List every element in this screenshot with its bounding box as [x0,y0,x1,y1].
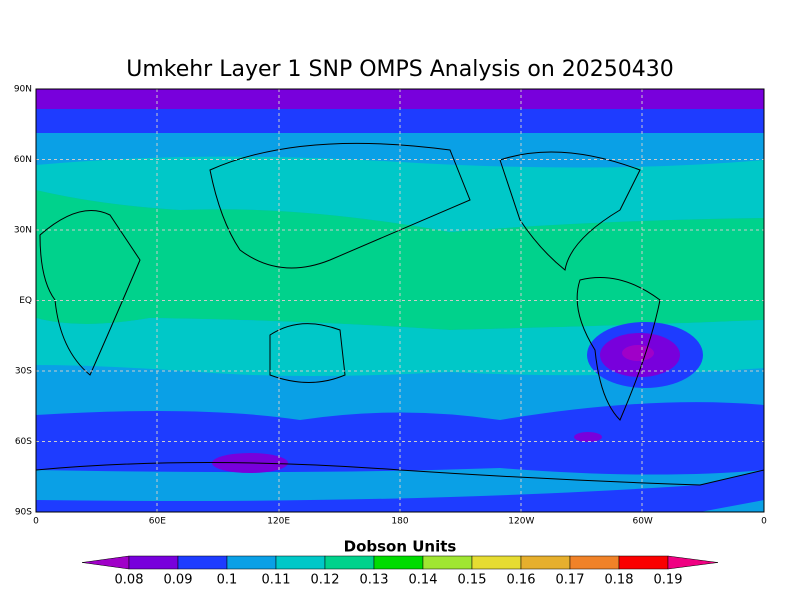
colorbar-segment [373,555,424,570]
colorbar-label: 0.08 [115,573,144,588]
colorbar-label: 0.17 [556,573,585,588]
colorbar-segment [177,555,228,570]
colorbar-label: 0.14 [409,573,438,588]
lon-tick-label: 60E [149,517,166,527]
colorbar-segment [324,555,375,570]
colorbar-label: 0.1 [217,573,238,588]
colorbar-segment [226,555,277,570]
lon-tick-label: 120E [267,517,290,527]
colorbar-label: 0.12 [311,573,340,588]
lon-tick-label: 120W [508,517,534,527]
colorbar-extend-low [81,555,130,570]
colorbar-segment [422,555,473,570]
lon-tick-label: 180 [391,517,408,527]
colorbar-segment [618,555,669,570]
lat-tick-label: 30S [15,367,32,377]
colorbar-label: 0.19 [654,573,683,588]
colorbar-segment [471,555,522,570]
lon-tick-label: 0 [761,517,767,527]
lon-tick-label: 0 [33,517,39,527]
colorbar-segment [128,555,179,570]
colorbar-segment [520,555,571,570]
map-frame [35,88,765,513]
lat-tick-label: EQ [19,296,32,306]
colorbar-segment [569,555,620,570]
colorbar-label: 0.11 [262,573,291,588]
lat-tick-label: 90N [14,85,32,95]
lat-tick-label: 60S [15,437,32,447]
colorbar-segment [275,555,326,570]
lat-tick-label: 60N [14,155,32,165]
colorbar-label: 0.09 [164,573,193,588]
title: Umkehr Layer 1 SNP OMPS Analysis on 2025… [126,57,674,82]
lat-tick-label: 90S [15,508,32,518]
lat-tick-label: 30N [14,226,32,236]
lon-tick-label: 60W [632,517,652,527]
colorbar-label: 0.15 [458,573,487,588]
colorbar-title: Dobson Units [344,538,457,556]
colorbar-label: 0.18 [605,573,634,588]
colorbar-extend-high [667,555,719,570]
colorbar-label: 0.16 [507,573,536,588]
colorbar-label: 0.13 [360,573,389,588]
graticule [36,89,764,512]
